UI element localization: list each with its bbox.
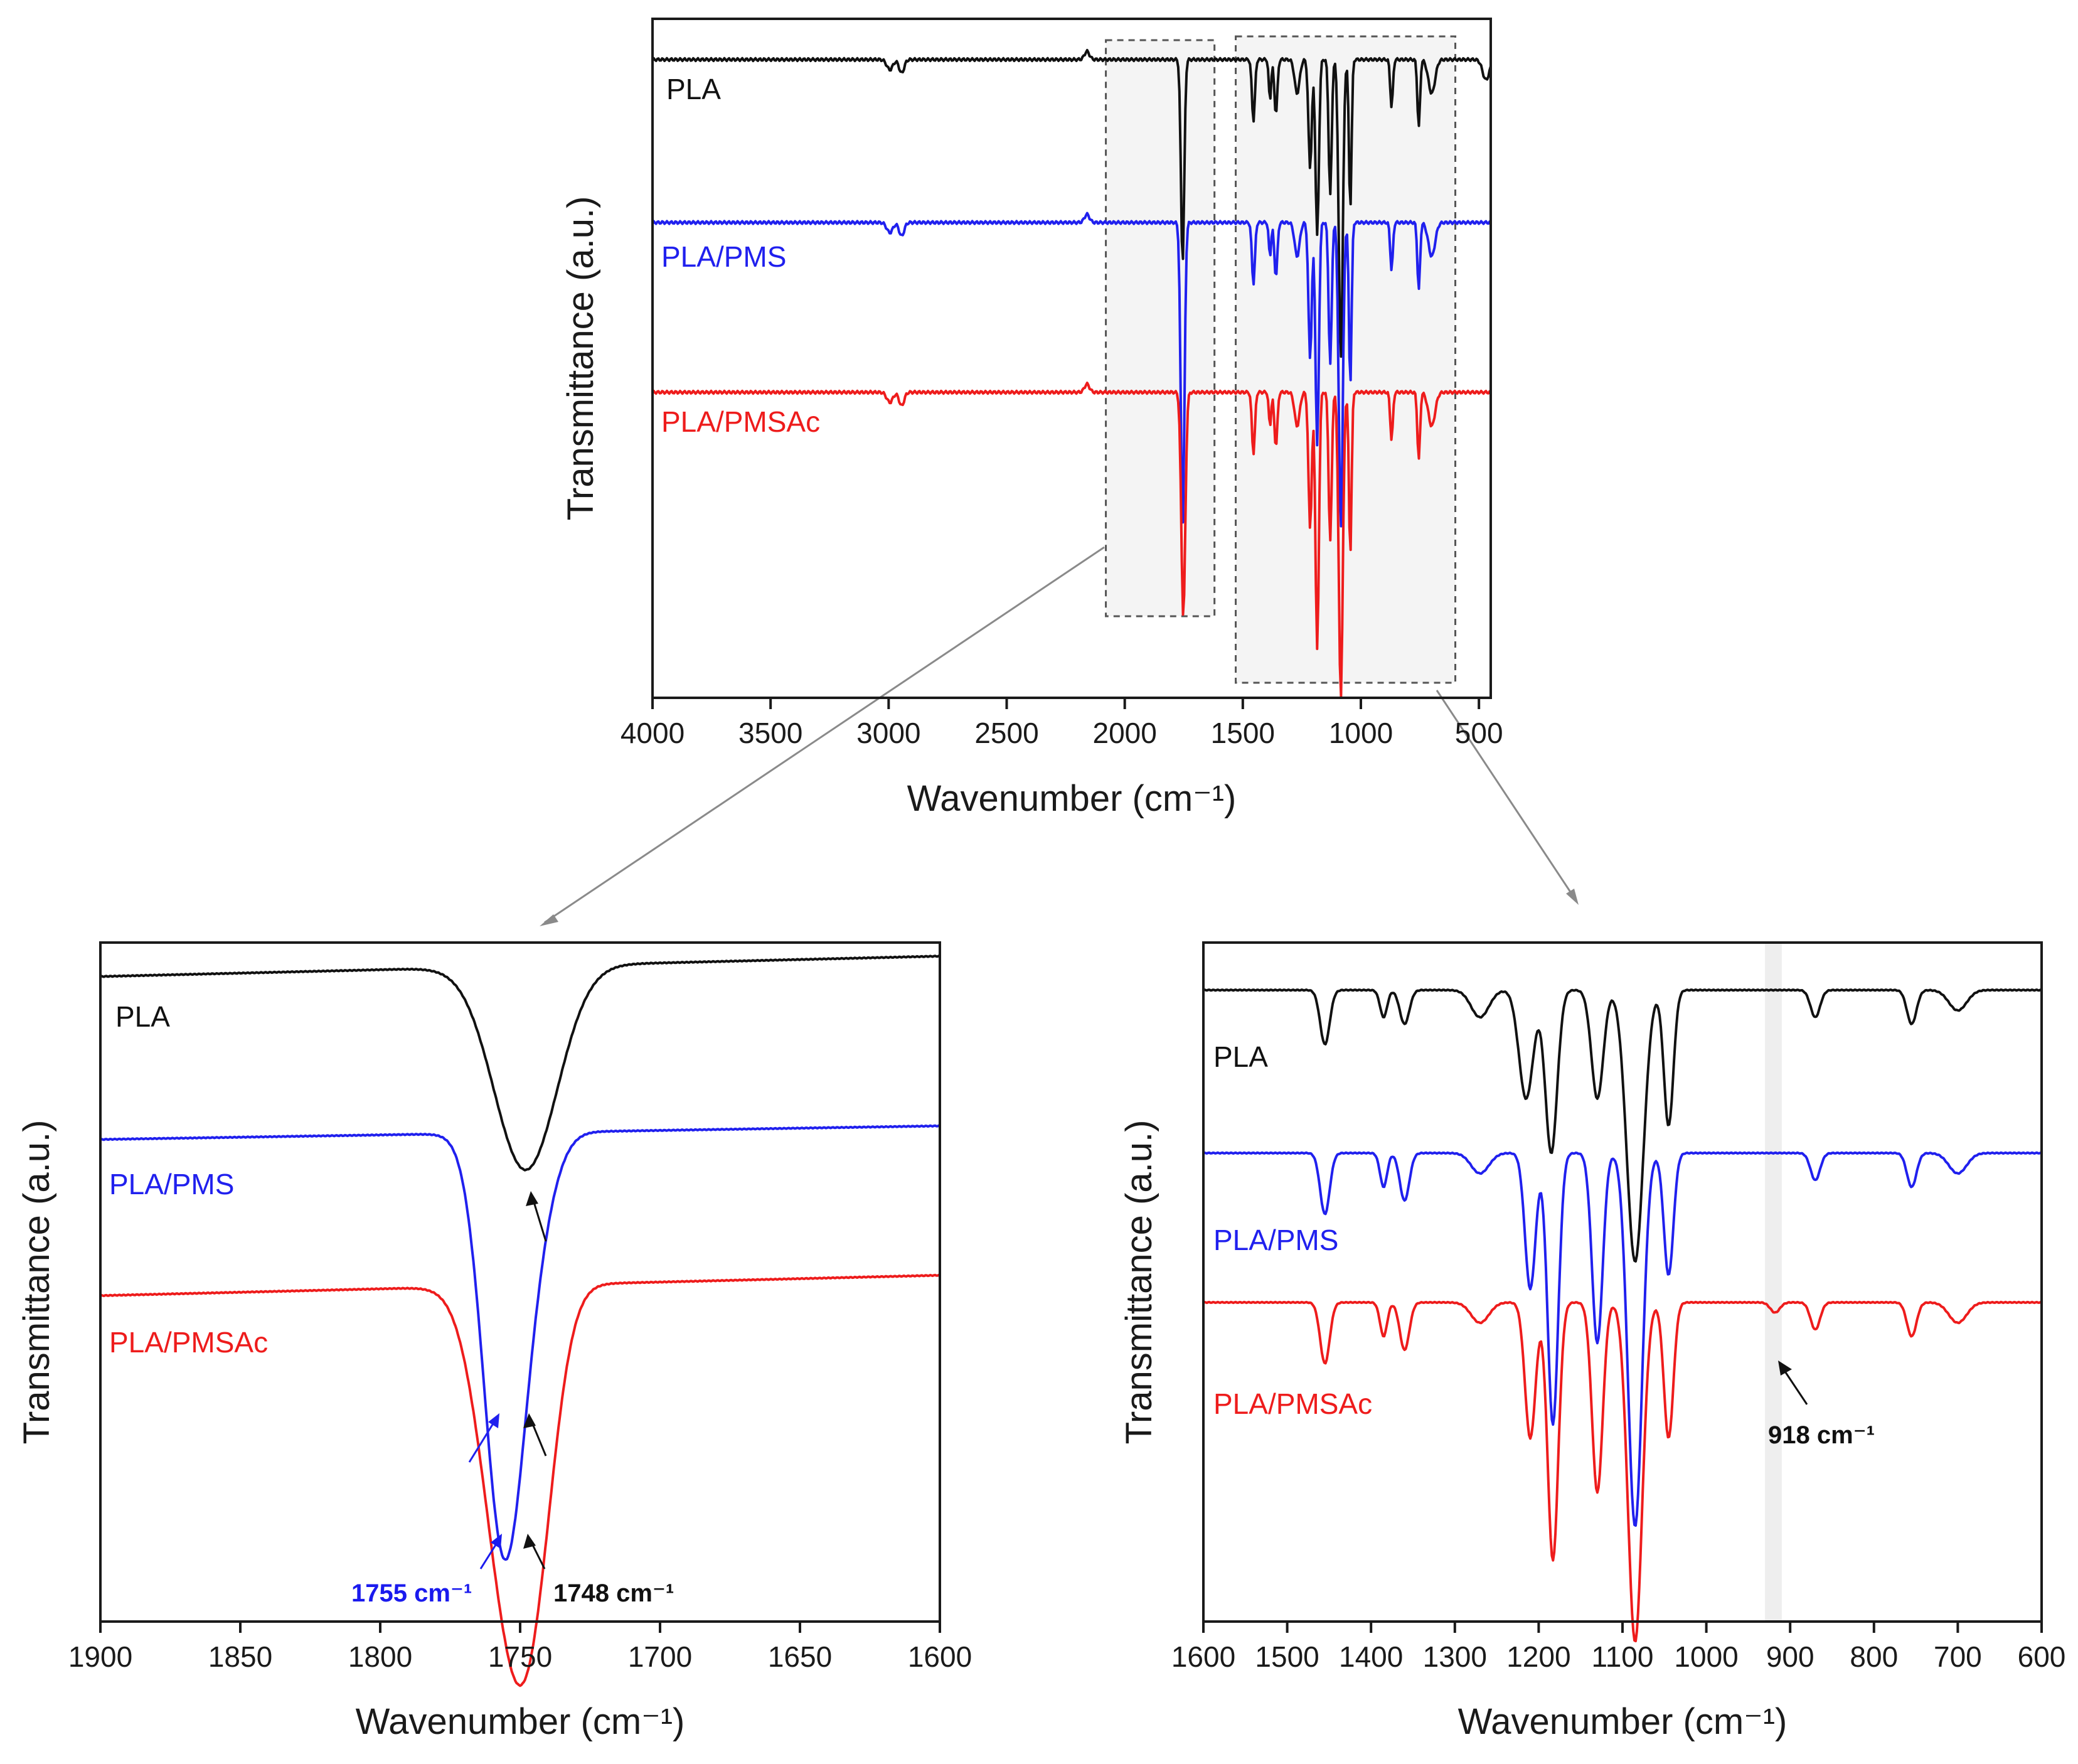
full-x-axis-title: Wavenumber (cm⁻¹): [907, 778, 1237, 819]
full-tick-label-500: 500: [1455, 717, 1503, 749]
panel-fingerprint: 1600 1500 1400 1300 1200 1100 1000 900 800 700 600…: [1119, 941, 2066, 1742]
highlight-boxes: [1105, 35, 1457, 684]
connector-right: [1436, 690, 1576, 899]
full-series-group: [651, 48, 1492, 698]
carbonyl-tick-label-1800: 1800: [348, 1640, 412, 1673]
panel-full: 4000 3500 3000 2500 2000 1500 1000 500 PLA PLA/…: [560, 18, 1503, 819]
fingerprint-tick-label-700: 700: [1934, 1640, 1982, 1673]
carbonyl-series-group: [100, 954, 940, 1687]
fingerprint-tick-label-1100: 1100: [1592, 1640, 1654, 1673]
carbonyl-tick-label-1750: 1750: [488, 1640, 552, 1673]
connector-left-arrowhead: [540, 914, 558, 926]
fingerprint-label-pla-pms: PLA/PMS: [1213, 1224, 1338, 1256]
full-tick-label-3500: 3500: [738, 717, 802, 749]
full-tick-label-2000: 2000: [1093, 717, 1157, 749]
fingerprint-tick-label-1400: 1400: [1339, 1640, 1403, 1673]
full-plot-frame: [651, 18, 1492, 699]
fingerprint-x-axis: 1600 1500 1400 1300 1200 1100 1000 900 800 700 600: [1171, 1622, 2066, 1673]
fingerprint-annotation-arrow: [1778, 1360, 1808, 1405]
full-tick-label-2500: 2500: [974, 717, 1038, 749]
full-series-pla-pmsac: [651, 382, 1491, 698]
carbonyl-tick-label-1900: 1900: [68, 1640, 132, 1673]
full-label-pla-pms: PLA/PMS: [661, 240, 786, 273]
fingerprint-918-band: [1765, 944, 1782, 1620]
carbonyl-tick-label-1650: 1650: [768, 1640, 832, 1673]
full-label-pla-pmsac: PLA/PMSAc: [661, 405, 820, 438]
full-label-pla: PLA: [666, 73, 721, 105]
annotation-1748: 1748 cm⁻¹: [553, 1580, 674, 1607]
fingerprint-series-pla: [1203, 988, 2042, 1263]
fingerprint-tick-label-1000: 1000: [1674, 1640, 1738, 1673]
arrow-1755-head: [491, 1534, 502, 1549]
fingerprint-tick-label-1300: 1300: [1423, 1640, 1487, 1673]
fingerprint-tick-label-800: 800: [1850, 1640, 1898, 1673]
arrow-918-head: [1778, 1360, 1792, 1376]
fingerprint-tick-label-900: 900: [1766, 1640, 1814, 1673]
full-tick-label-4000: 4000: [621, 717, 685, 749]
annotation-918: 918 cm⁻¹: [1768, 1421, 1875, 1449]
carbonyl-label-pla-pmsac: PLA/PMSAc: [109, 1326, 268, 1359]
connector-left: [544, 546, 1105, 924]
fingerprint-tick-label-1600: 1600: [1171, 1640, 1235, 1673]
panel-carbonyl: 1900 1850 1800 1750 1700 1650 1600 PLA PLA/PMS…: [16, 941, 972, 1742]
carbonyl-y-axis-title: Transmittance (a.u.): [16, 1120, 57, 1445]
full-tick-label-1000: 1000: [1329, 717, 1393, 749]
full-series-pla-pms: [651, 211, 1491, 528]
full-x-axis: 4000 3500 3000 2500 2000 1500 1000 500: [621, 698, 1503, 749]
zoom-connectors: [540, 546, 1579, 926]
zoom-box-fingerprint: [1235, 35, 1457, 684]
fingerprint-x-axis-title: Wavenumber (cm⁻¹): [1458, 1701, 1788, 1742]
carbonyl-tick-label-1700: 1700: [628, 1640, 692, 1673]
carbonyl-series-pla: [100, 954, 940, 1172]
fingerprint-series-pla-pms: [1203, 1151, 2042, 1527]
full-tick-label-1500: 1500: [1211, 717, 1275, 749]
carbonyl-tick-label-1600: 1600: [908, 1640, 972, 1673]
arrow-pms-shoulder-head: [523, 1413, 536, 1428]
arrow-pms-peak-head: [488, 1413, 499, 1428]
zoom-box-carbonyl: [1105, 39, 1216, 617]
annotation-1755: 1755 cm⁻¹: [351, 1580, 472, 1607]
carbonyl-label-pla: PLA: [115, 1000, 170, 1033]
carbonyl-x-axis: 1900 1850 1800 1750 1700 1650 1600: [68, 1622, 972, 1673]
arrow-pms-peak: [468, 1419, 497, 1463]
fingerprint-series-group: [1203, 988, 2042, 1643]
carbonyl-tick-label-1850: 1850: [208, 1640, 272, 1673]
arrow-1748-head: [523, 1534, 536, 1549]
fingerprint-tick-label-1200: 1200: [1506, 1640, 1570, 1673]
fingerprint-tick-label-1500: 1500: [1255, 1640, 1319, 1673]
arrow-pla-peak-head: [526, 1191, 538, 1206]
carbonyl-annotation-arrows: [468, 1191, 547, 1569]
fingerprint-label-pla-pmsac: PLA/PMSAc: [1213, 1387, 1372, 1420]
carbonyl-series-pla-pmsac: [100, 1273, 940, 1687]
carbonyl-series-pla-pms: [100, 1124, 940, 1561]
fingerprint-label-pla: PLA: [1213, 1040, 1268, 1073]
carbonyl-x-axis-title: Wavenumber (cm⁻¹): [356, 1701, 685, 1742]
full-series-pla: [651, 48, 1492, 358]
connector-right-arrowhead: [1566, 889, 1579, 905]
arrow-918: [1781, 1366, 1808, 1405]
fingerprint-y-axis-title: Transmittance (a.u.): [1119, 1120, 1159, 1445]
full-tick-label-3000: 3000: [856, 717, 920, 749]
carbonyl-label-pla-pms: PLA/PMS: [109, 1168, 234, 1200]
fingerprint-series-pla-pmsac: [1203, 1300, 2042, 1643]
full-y-axis-title: Transmittance (a.u.): [560, 196, 601, 521]
fingerprint-tick-label-600: 600: [2018, 1640, 2066, 1673]
